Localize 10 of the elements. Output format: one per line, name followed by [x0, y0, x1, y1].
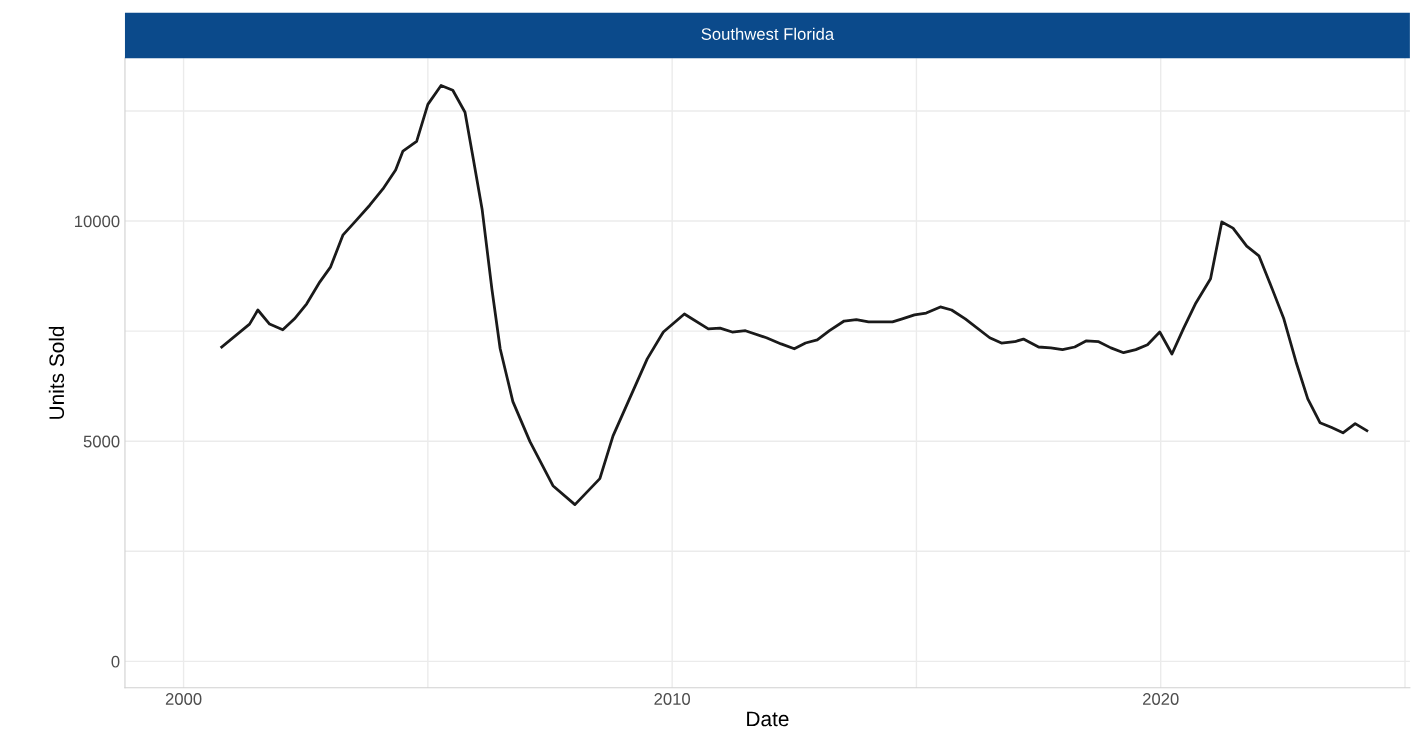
chart-title: Southwest Florida [701, 27, 835, 40]
x-tick-label: 2010 [654, 693, 691, 705]
y-tick-label: 10000 [75, 215, 120, 228]
y-axis-title: Units Sold [48, 326, 65, 419]
x-tick-label: 2000 [165, 693, 202, 705]
x-axis-title: Date [747, 711, 789, 727]
line-series [220, 84, 1369, 507]
y-tick-label: 5000 [83, 435, 120, 448]
y-tick-label: 0 [111, 655, 120, 668]
x-tick-label: 2020 [1143, 693, 1179, 705]
